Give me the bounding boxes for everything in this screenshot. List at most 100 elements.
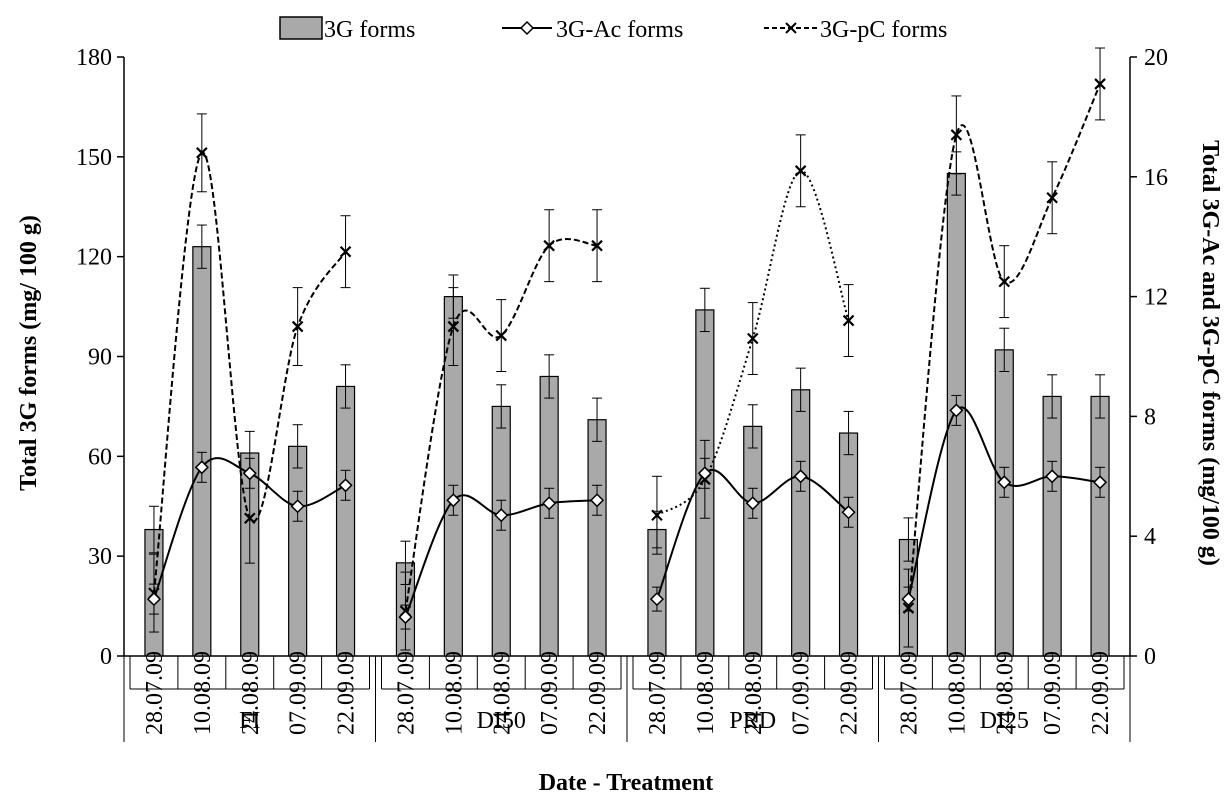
category-label: 10.08.09 (441, 651, 467, 735)
ac-point (194, 460, 209, 475)
ac-point (1045, 469, 1060, 484)
bar (491, 405, 511, 657)
pc-point (196, 147, 208, 159)
group-label: FI (239, 708, 260, 734)
x-axis-title: Date - Treatment (539, 770, 714, 796)
ac-point (841, 505, 856, 520)
category-label: 28.07.09 (645, 651, 671, 735)
series-line-3g-ac (153, 457, 346, 600)
ac-point (446, 493, 461, 508)
category-label: 24.08.09 (238, 651, 264, 735)
group-label: DI50 (477, 708, 526, 734)
category-label: 24.08.09 (992, 651, 1018, 735)
x-axis-categories: 28.07.09 10.08.09 24.08.09 07.09.09 22.09.09… (123, 651, 1131, 742)
series-line-3g-ac (656, 469, 850, 600)
pc-point (339, 245, 352, 258)
ac-point (242, 466, 257, 481)
group-label: PRD (729, 708, 776, 734)
legend-bar-swatch (279, 16, 323, 40)
ac-point (1092, 475, 1108, 490)
pc-point (998, 275, 1011, 288)
category-label: 24.08.09 (741, 651, 767, 735)
legend-pc-marker (785, 22, 797, 34)
category-label: 22.09.09 (585, 651, 611, 735)
axes: 0 30 60 90 120 150 180 0 4 8 12 16 20 (76, 45, 1168, 670)
legend-pc-label: 3G-pC forms (820, 17, 947, 43)
category-label: 10.08.09 (944, 651, 970, 735)
pc-point (842, 314, 855, 327)
pc-point (291, 320, 304, 333)
series-line-3g-pc (907, 83, 1101, 609)
pc-point (950, 129, 963, 141)
y-axis-tick-label: 90 (88, 345, 112, 371)
line-series (146, 47, 1108, 651)
category-label: 10.08.09 (190, 651, 216, 735)
bar (288, 445, 308, 657)
y2-axis-tick-label: 20 (1144, 45, 1168, 71)
y-axis-tick-label: 0 (100, 644, 112, 670)
category-label: 24.08.09 (489, 651, 515, 735)
y2-axis-tick-label: 4 (1144, 524, 1156, 550)
pc-point (495, 329, 508, 342)
y-axis-title: Total 3G forms (mg/ 100 g) (16, 215, 42, 491)
series-line-3g-pc (656, 169, 850, 517)
group-label: DI25 (980, 708, 1029, 734)
ac-point (949, 403, 964, 418)
ac-point (589, 493, 605, 508)
pc-point (591, 239, 603, 252)
legend-ac-label: 3G-Ac forms (556, 17, 683, 43)
pc-point (1094, 78, 1106, 90)
category-label: 07.09.09 (537, 651, 563, 735)
bar (838, 432, 859, 657)
bar (192, 246, 212, 657)
category-label: 07.09.09 (1040, 651, 1066, 735)
category-label: 28.07.09 (393, 651, 419, 735)
category-label: 22.09.09 (1088, 651, 1114, 735)
y2-axis-tick-label: 0 (1144, 644, 1156, 670)
y-axis-tick-label: 120 (76, 245, 112, 271)
y2-axis-tick-label: 12 (1144, 285, 1168, 311)
legend: 3G forms 3G-Ac forms 3G-pC forms (279, 16, 947, 43)
bar-series (144, 151, 1110, 657)
pc-point (651, 509, 663, 522)
bar (743, 425, 763, 657)
ac-point (793, 469, 808, 484)
y2-axis-tick-label: 16 (1144, 165, 1168, 191)
legend-bar-label: 3G forms (324, 17, 415, 43)
bar (1090, 395, 1110, 657)
y-axis-tick-label: 60 (88, 444, 112, 470)
pc-point (1046, 191, 1058, 204)
ac-point (745, 496, 760, 511)
bar (587, 419, 607, 657)
category-label: 22.09.09 (837, 651, 863, 735)
series-line-3g-ac (404, 494, 598, 618)
y2-axis-title: Total 3G-Ac and 3G-pC forms (mg/100 g) (1197, 140, 1223, 566)
ac-point (146, 592, 162, 607)
ac-point (398, 610, 413, 625)
ac-point (997, 475, 1012, 490)
bar (994, 349, 1014, 657)
bar (791, 389, 811, 657)
bar (1042, 395, 1062, 657)
pc-point (794, 165, 807, 177)
ac-point (338, 478, 353, 493)
y-axis-tick-label: 180 (76, 45, 112, 71)
category-label: 28.07.09 (896, 651, 922, 735)
ac-point (542, 496, 557, 511)
category-label: 28.07.09 (142, 651, 168, 735)
category-label: 07.09.09 (286, 651, 312, 735)
category-label: 22.09.09 (334, 651, 360, 735)
pc-point (243, 512, 256, 525)
y2-axis-tick-label: 8 (1144, 404, 1156, 430)
category-label: 07.09.09 (789, 651, 815, 735)
y-axis-tick-label: 150 (76, 145, 112, 171)
pc-point (746, 332, 759, 345)
ac-point (494, 508, 509, 523)
y-axis-tick-label: 30 (88, 544, 112, 570)
category-label: 10.08.09 (693, 651, 719, 735)
legend-ac-marker (519, 20, 535, 36)
bar (335, 385, 356, 657)
ac-point (649, 592, 665, 607)
ac-point (901, 592, 916, 607)
